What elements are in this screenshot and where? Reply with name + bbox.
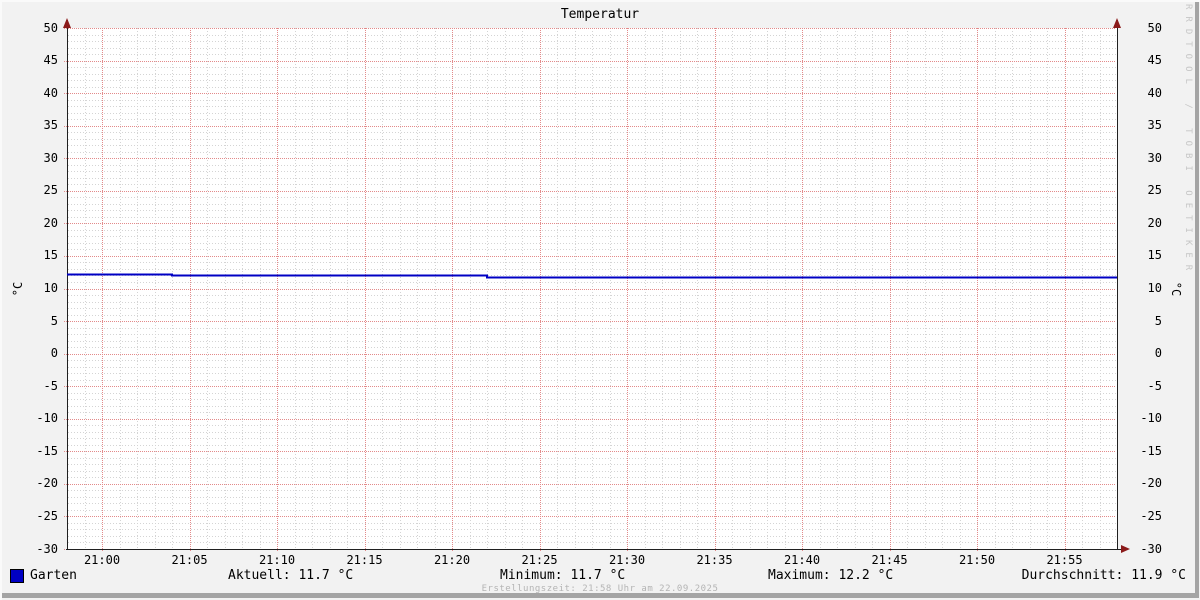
x-tick-label: 21:40 — [783, 553, 821, 567]
stat-maximum: Maximum: 12.2 °C — [768, 568, 894, 583]
series-color-swatch — [10, 569, 24, 583]
plot-background — [68, 28, 1117, 549]
grid-minor — [68, 28, 1116, 550]
y-tick-label-right: 50 — [1147, 20, 1162, 35]
y-tick-label-right: 40 — [1147, 85, 1162, 100]
y-tick-label-left: -30 — [36, 541, 58, 556]
y-tick-label-right: -5 — [1147, 378, 1162, 393]
y-tick-label-left: 30 — [43, 150, 58, 165]
x-tick-label: 21:00 — [83, 553, 121, 567]
x-tick-label: 21:15 — [346, 553, 383, 567]
stat-minimum: Minimum: 11.7 °C — [500, 568, 626, 583]
legend-series-label: Garten — [30, 568, 77, 583]
y-tick-label-left: 15 — [43, 248, 58, 263]
y-tick-label-right: 30 — [1147, 150, 1162, 165]
bevel-top — [0, 0, 1200, 2]
y-tick-label-right: 15 — [1147, 248, 1162, 263]
y-tick-label-right: -30 — [1140, 541, 1162, 556]
y-tick-label-right: -20 — [1140, 476, 1162, 491]
y-tick-label-left: 40 — [43, 85, 58, 100]
bevel-right — [1195, 2, 1199, 598]
x-tick-label: 21:55 — [1046, 553, 1083, 567]
axes — [66, 20, 1122, 550]
y-tick-label-right: 5 — [1154, 313, 1162, 328]
y-tick-label-left: 35 — [43, 118, 58, 133]
y-tick-label-left: -5 — [43, 378, 58, 393]
axis-arrows — [63, 18, 1130, 553]
y-tick-label-right: 0 — [1154, 346, 1162, 361]
y-tick-label-left: 25 — [43, 183, 58, 198]
y-tick-label-right: 25 — [1147, 183, 1162, 198]
y-tick-label-left: -20 — [36, 476, 58, 491]
y-tick-label-left: 45 — [43, 53, 58, 68]
x-tick-label: 21:20 — [433, 553, 471, 567]
y-tick-label-right: 20 — [1147, 215, 1162, 230]
stat-average: Durchschnitt: 11.9 °C — [1021, 568, 1186, 583]
y-tick-label-right: 10 — [1147, 281, 1162, 295]
y-tick-label-left: -15 — [36, 443, 58, 458]
chart-title: Temperatur — [560, 7, 640, 22]
series-line-garten — [67, 273, 1117, 279]
stat-current: Aktuell: 11.7 °C — [228, 568, 354, 583]
rrdtool-watermark: RRDTOOL / TOBI OETIKER — [1183, 4, 1193, 278]
y-tick-label-right: -25 — [1140, 508, 1162, 523]
x-tick-label: 21:35 — [696, 553, 733, 567]
y-tick-label-right: 35 — [1147, 118, 1162, 133]
creation-time: Erstellungszeit: 21:58 Uhr am 22.09.2025 — [481, 584, 719, 594]
y-tick-label-right: 45 — [1147, 53, 1162, 68]
y-tick-label-left: 0 — [50, 346, 58, 361]
y-tick-label-right: -15 — [1140, 443, 1162, 458]
x-tick-label: 21:50 — [958, 553, 996, 567]
x-tick-label: 21:05 — [171, 553, 208, 567]
y-tick-label-left: 20 — [43, 215, 58, 230]
y-tick-label-left: -10 — [36, 411, 58, 426]
y-tick-label-left: 10 — [43, 281, 58, 295]
bevel-bottom — [2, 593, 1199, 598]
y-tick-label-right: -10 — [1140, 411, 1162, 426]
y-tick-label-left: -25 — [36, 508, 58, 523]
x-tick-label: 21:25 — [521, 553, 558, 567]
x-tick-label: 21:45 — [871, 553, 908, 567]
bevel-left — [0, 0, 2, 600]
x-tick-label: 21:10 — [258, 553, 296, 567]
y-tick-label-left: 5 — [50, 313, 58, 328]
y-tick-label-left: 50 — [43, 20, 58, 35]
x-tick-label: 21:30 — [608, 553, 646, 567]
